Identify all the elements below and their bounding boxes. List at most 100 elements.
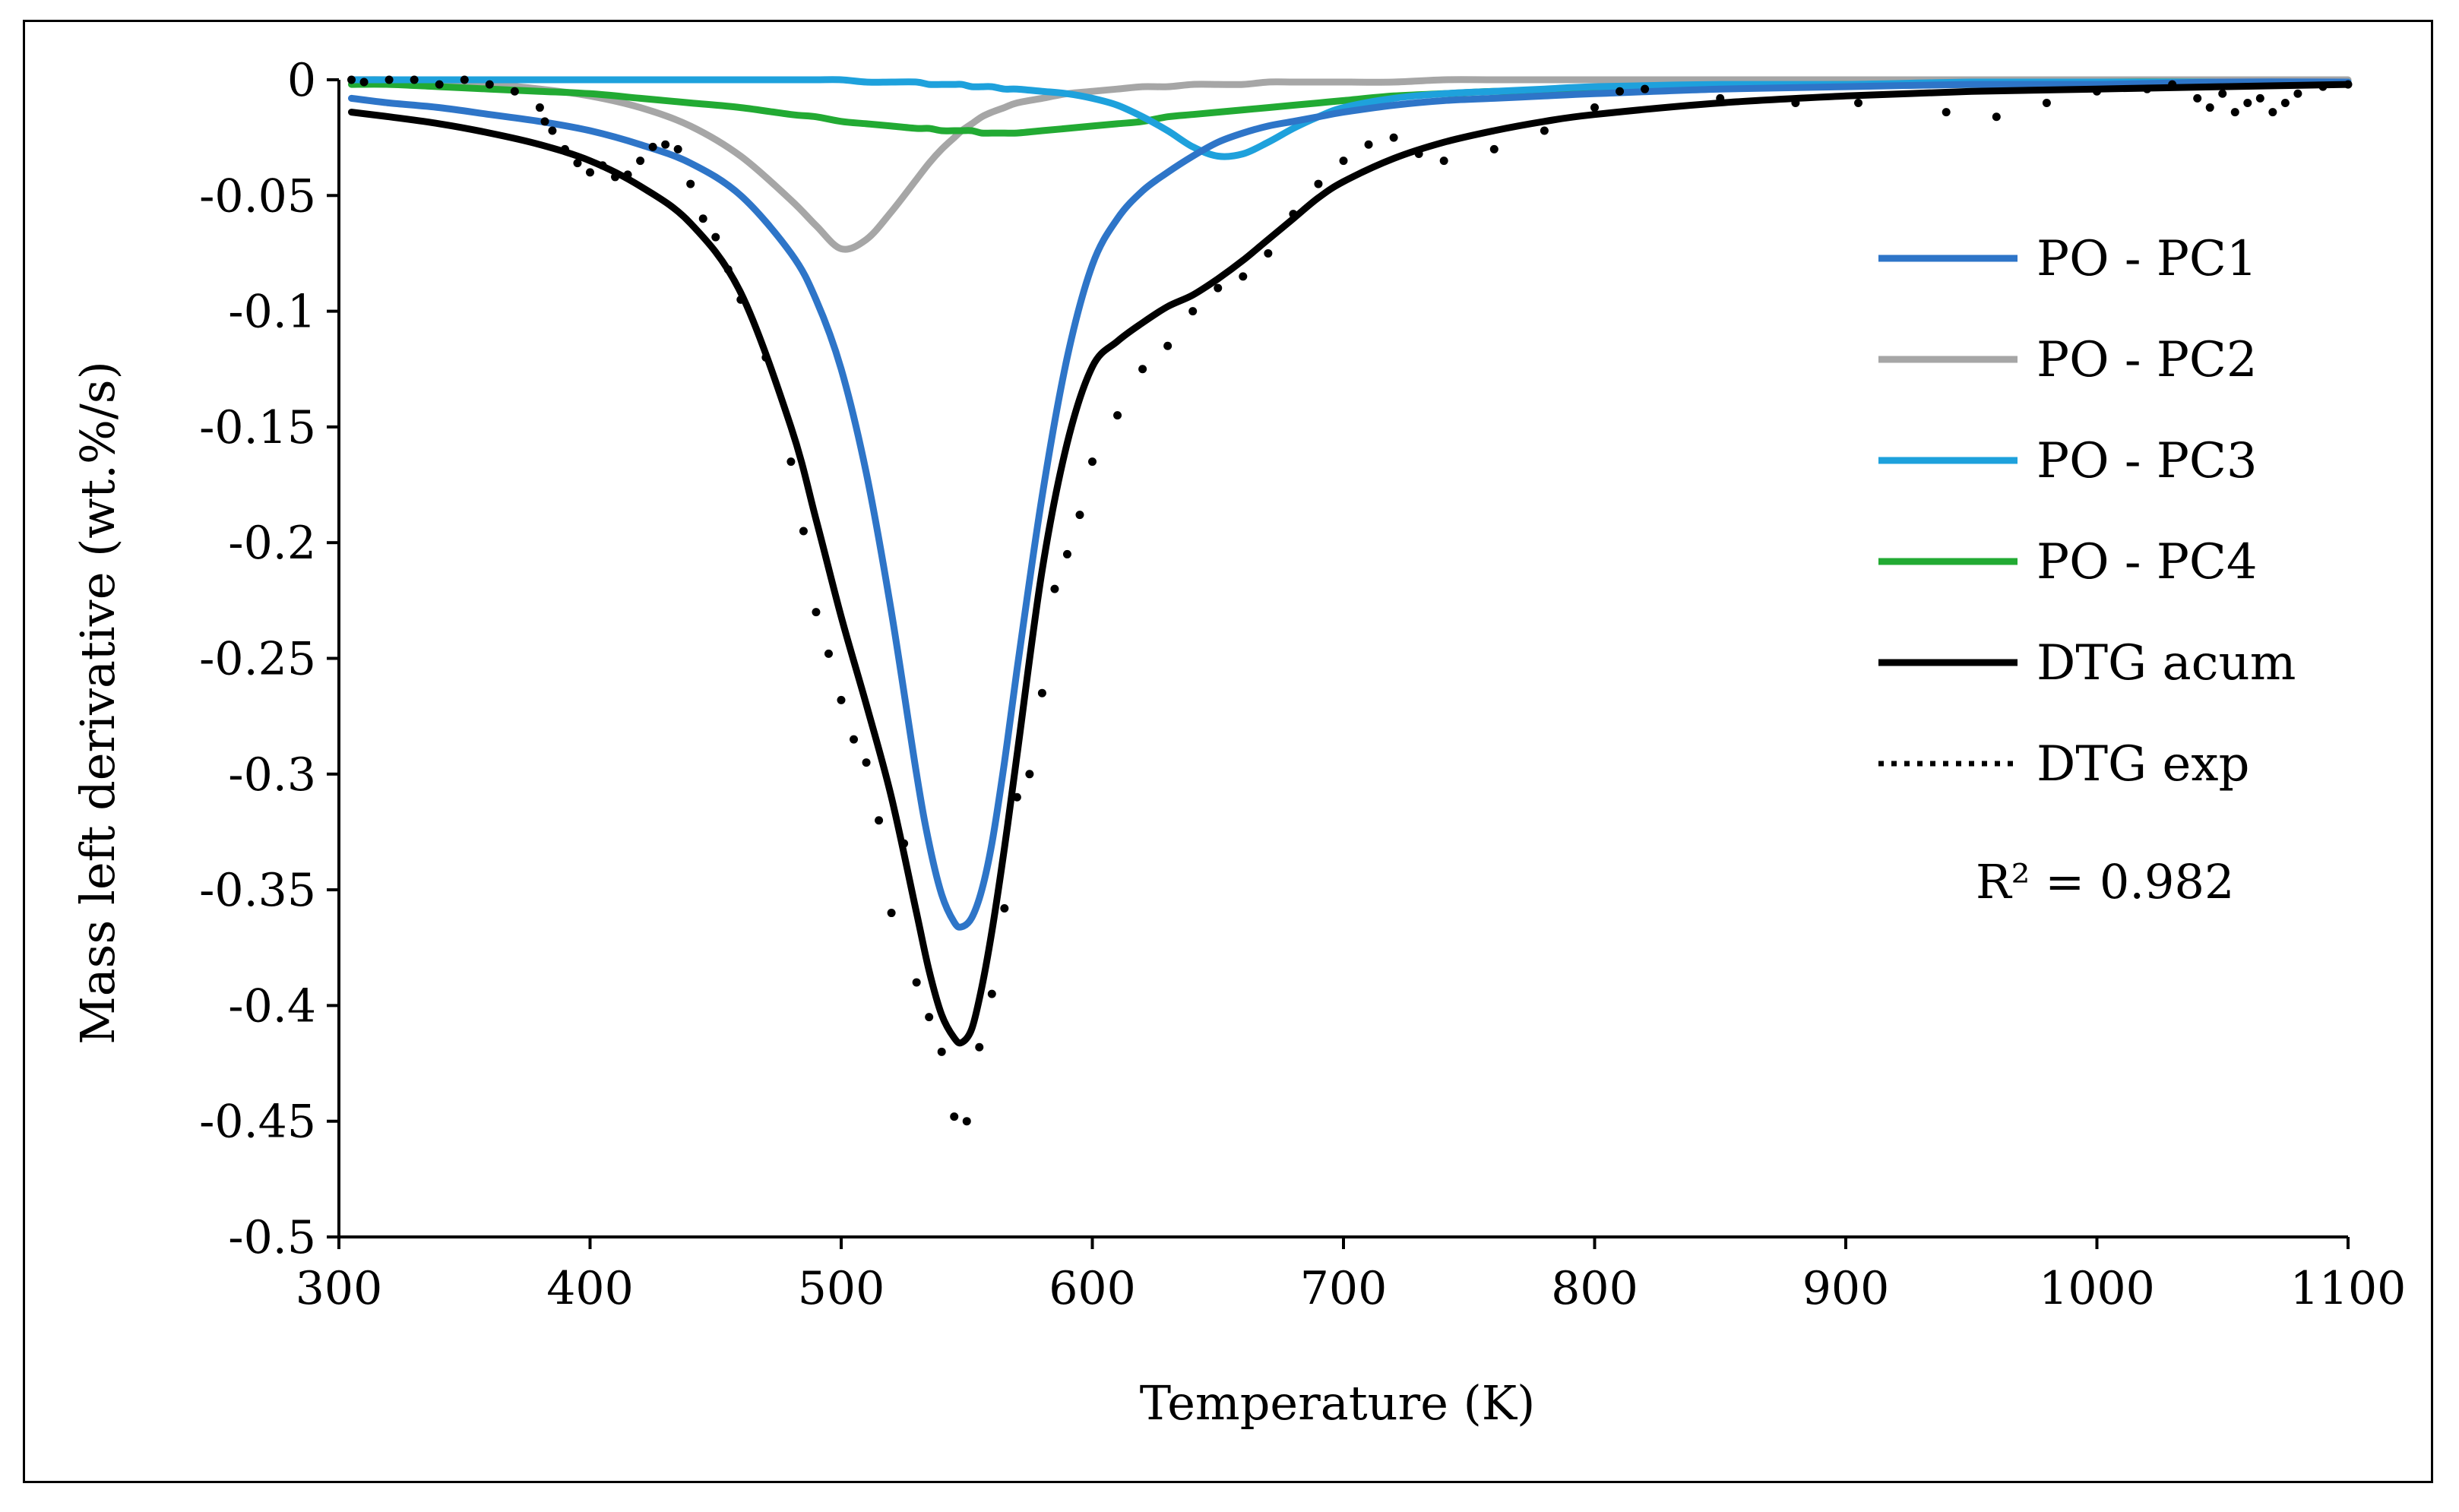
data-point-dtg-exp bbox=[636, 157, 645, 166]
data-point-dtg-exp bbox=[1489, 144, 1499, 153]
data-point-dtg-exp bbox=[1000, 903, 1009, 913]
data-point-dtg-exp bbox=[698, 214, 707, 223]
x-tick-label: 400 bbox=[546, 1262, 634, 1315]
data-point-dtg-exp bbox=[648, 142, 657, 151]
data-point-dtg-exp bbox=[1439, 157, 1448, 166]
data-point-dtg-exp bbox=[786, 457, 796, 467]
legend-label-dtg-exp: DTG exp bbox=[2037, 736, 2249, 792]
data-point-dtg-exp bbox=[1037, 688, 1046, 697]
y-tick-label: -0.45 bbox=[199, 1096, 316, 1149]
data-point-dtg-exp bbox=[2255, 93, 2264, 103]
data-point-dtg-exp bbox=[925, 1013, 934, 1022]
data-point-dtg-exp bbox=[586, 168, 594, 177]
legend-label-po-pc4: PO - PC4 bbox=[2037, 534, 2258, 590]
data-point-dtg-exp bbox=[987, 989, 996, 998]
data-point-dtg-exp bbox=[1364, 140, 1373, 149]
series-line-dtg-acum bbox=[348, 81, 2352, 1047]
data-point-dtg-exp bbox=[1854, 98, 1863, 107]
y-tick-label: -0.2 bbox=[228, 517, 316, 570]
data-point-dtg-exp bbox=[460, 75, 469, 84]
y-tick-label: -0.1 bbox=[228, 286, 316, 339]
data-point-dtg-exp bbox=[1616, 87, 1625, 96]
x-ticks: 300 400 500 600 700 800 900 1000 1100 bbox=[296, 1237, 2407, 1315]
x-axis-title: Temperature (K) bbox=[1140, 1375, 1536, 1431]
data-point-dtg-exp bbox=[2205, 103, 2214, 112]
data-point-dtg-exp bbox=[1540, 126, 1549, 135]
data-point-dtg-exp bbox=[535, 103, 544, 112]
data-point-dtg-exp bbox=[385, 75, 394, 84]
y-tick-label: -0.05 bbox=[199, 169, 316, 223]
x-tick-label: 300 bbox=[296, 1262, 383, 1315]
data-point-dtg-exp bbox=[1050, 584, 1059, 593]
data-point-dtg-exp bbox=[410, 75, 419, 84]
data-point-dtg-exp bbox=[850, 735, 859, 744]
data-point-dtg-exp bbox=[2042, 98, 2051, 107]
data-point-dtg-exp bbox=[1641, 84, 1650, 93]
data-point-dtg-exp bbox=[812, 608, 821, 617]
data-point-dtg-exp bbox=[2268, 108, 2277, 117]
data-point-dtg-exp bbox=[937, 1047, 946, 1056]
data-point-dtg-exp bbox=[1163, 341, 1173, 350]
data-point-dtg-exp bbox=[2218, 89, 2227, 98]
y-tick-label: -0.5 bbox=[228, 1211, 316, 1264]
data-point-dtg-exp bbox=[887, 909, 896, 918]
y-tick-label: -0.15 bbox=[199, 401, 316, 454]
data-point-dtg-exp bbox=[975, 1042, 984, 1052]
data-point-dtg-exp bbox=[686, 179, 695, 188]
data-point-dtg-exp bbox=[824, 649, 833, 658]
y-tick-label: -0.4 bbox=[228, 979, 316, 1033]
data-point-dtg-exp bbox=[1025, 770, 1034, 779]
data-point-dtg-exp bbox=[1314, 179, 1323, 188]
legend-label-po-pc1: PO - PC1 bbox=[2037, 231, 2258, 287]
x-tick-label: 1000 bbox=[2039, 1262, 2155, 1315]
data-point-dtg-exp bbox=[2193, 93, 2202, 103]
y-tick-label: -0.35 bbox=[199, 864, 316, 917]
data-point-dtg-exp bbox=[1088, 457, 1097, 467]
legend-label-dtg-acum: DTG acum bbox=[2037, 635, 2296, 691]
x-tick-label: 800 bbox=[1551, 1262, 1638, 1315]
x-tick-label: 500 bbox=[798, 1262, 885, 1315]
series-line-po-pc3 bbox=[348, 76, 2352, 160]
data-point-dtg-exp bbox=[510, 87, 519, 96]
x-tick-label: 900 bbox=[1802, 1262, 1890, 1315]
y-tick-label: 0 bbox=[287, 54, 316, 107]
data-point-dtg-exp bbox=[1062, 549, 1071, 558]
data-point-dtg-exp bbox=[1389, 133, 1398, 142]
data-point-dtg-exp bbox=[540, 117, 549, 126]
legend-label-po-pc2: PO - PC2 bbox=[2037, 332, 2258, 388]
data-point-dtg-exp bbox=[1942, 108, 1951, 117]
data-point-dtg-exp bbox=[548, 126, 557, 135]
data-point-dtg-exp bbox=[1075, 511, 1084, 520]
data-point-dtg-exp bbox=[1590, 103, 1599, 112]
data-point-dtg-exp bbox=[875, 816, 884, 825]
series-line-po-pc1 bbox=[348, 78, 2352, 931]
data-point-dtg-exp bbox=[1339, 157, 1348, 166]
data-point-dtg-exp bbox=[673, 144, 682, 153]
data-point-dtg-exp bbox=[711, 232, 720, 242]
data-point-dtg-exp bbox=[2293, 89, 2302, 98]
legend: PO - PC1 PO - PC2 PO - PC3 PO - PC4 DTG acum… bbox=[1878, 231, 2296, 792]
data-point-dtg-exp bbox=[485, 80, 494, 89]
r-squared-annotation: R² = 0.982 bbox=[1976, 854, 2234, 909]
x-tick-label: 1100 bbox=[2290, 1262, 2407, 1315]
y-ticks: 0 -0.05 -0.1 -0.15 -0.2 -0.25 -0.3 -0.35 -0.4 -0.… bbox=[199, 54, 339, 1264]
data-point-dtg-exp bbox=[2230, 108, 2239, 117]
data-point-dtg-exp bbox=[1264, 248, 1273, 258]
data-point-dtg-exp bbox=[799, 527, 808, 536]
data-point-dtg-exp bbox=[1113, 411, 1122, 420]
series bbox=[347, 75, 2353, 1126]
data-point-dtg-exp bbox=[1188, 307, 1198, 316]
data-point-dtg-exp bbox=[2280, 98, 2290, 107]
data-point-dtg-exp bbox=[1138, 365, 1147, 374]
y-axis-title: Mass left derivative (wt.%/s) bbox=[70, 361, 125, 1045]
data-point-dtg-exp bbox=[2243, 98, 2252, 107]
y-tick-label: -0.25 bbox=[199, 633, 316, 686]
data-point-dtg-exp bbox=[950, 1112, 959, 1121]
chart-frame bbox=[23, 20, 2433, 1483]
data-point-dtg-exp bbox=[573, 159, 582, 168]
data-point-dtg-exp bbox=[1214, 283, 1223, 293]
data-point-dtg-exp bbox=[661, 140, 670, 149]
data-point-dtg-exp bbox=[1239, 272, 1248, 281]
x-tick-label: 600 bbox=[1049, 1262, 1136, 1315]
